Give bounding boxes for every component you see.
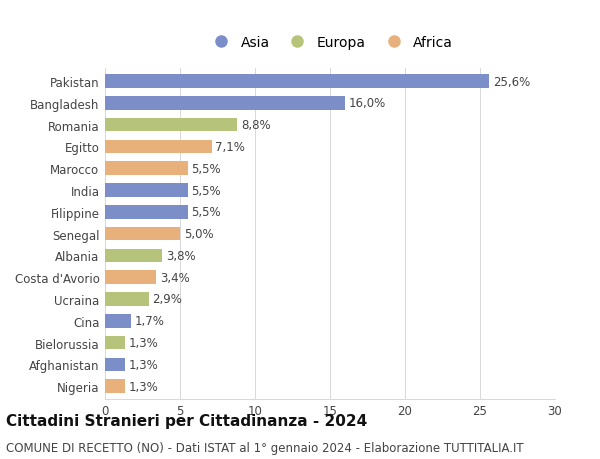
Text: 1,3%: 1,3%: [128, 358, 158, 371]
Text: 5,5%: 5,5%: [191, 206, 221, 219]
Bar: [105, 118, 237, 132]
Text: 1,7%: 1,7%: [134, 314, 164, 328]
Text: Cittadini Stranieri per Cittadinanza - 2024: Cittadini Stranieri per Cittadinanza - 2…: [6, 413, 367, 428]
Text: 5,5%: 5,5%: [191, 184, 221, 197]
Bar: [105, 97, 345, 110]
Text: 5,0%: 5,0%: [184, 228, 214, 241]
Legend: Asia, Europa, Africa: Asia, Europa, Africa: [207, 36, 453, 50]
Bar: [105, 358, 125, 371]
Text: COMUNE DI RECETTO (NO) - Dati ISTAT al 1° gennaio 2024 - Elaborazione TUTTITALIA: COMUNE DI RECETTO (NO) - Dati ISTAT al 1…: [6, 441, 524, 453]
Text: 3,8%: 3,8%: [166, 249, 196, 262]
Text: 16,0%: 16,0%: [349, 97, 386, 110]
Text: 2,9%: 2,9%: [152, 293, 182, 306]
Text: 3,4%: 3,4%: [160, 271, 190, 284]
Bar: [105, 184, 187, 197]
Bar: [105, 380, 125, 393]
Bar: [105, 206, 187, 219]
Text: 7,1%: 7,1%: [215, 140, 245, 154]
Bar: [105, 314, 131, 328]
Bar: [105, 162, 187, 176]
Text: 1,3%: 1,3%: [128, 380, 158, 393]
Bar: [105, 336, 125, 350]
Text: 25,6%: 25,6%: [493, 75, 530, 89]
Bar: [105, 75, 489, 89]
Text: 1,3%: 1,3%: [128, 336, 158, 349]
Text: 8,8%: 8,8%: [241, 119, 271, 132]
Bar: [105, 140, 212, 154]
Bar: [105, 271, 156, 284]
Bar: [105, 292, 149, 306]
Text: 5,5%: 5,5%: [191, 162, 221, 175]
Bar: [105, 227, 180, 241]
Bar: [105, 249, 162, 263]
